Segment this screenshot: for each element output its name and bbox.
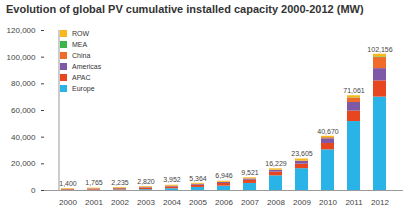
svg-text:2,820: 2,820 — [137, 178, 155, 185]
html-text:Evolution of global PV cumulat: Evolution of global PV cumulative instal… — [6, 3, 364, 15]
svg-text:2012: 2012 — [371, 198, 389, 207]
svg-text:2004: 2004 — [163, 198, 181, 207]
svg-text:6,946: 6,946 — [215, 172, 233, 179]
svg-text:40,670: 40,670 — [317, 128, 339, 135]
svg-text:2010: 2010 — [319, 198, 337, 207]
svg-text:9,521: 9,521 — [241, 169, 259, 176]
svg-text:102,156: 102,156 — [367, 46, 392, 53]
svg-text:1,400: 1,400 — [59, 180, 77, 187]
svg-text:2009: 2009 — [293, 198, 311, 207]
svg-text:1,765: 1,765 — [85, 179, 103, 186]
svg-text:100,000: 100,000 — [7, 53, 36, 62]
svg-text:20,000: 20,000 — [11, 159, 36, 168]
svg-text:23,605: 23,605 — [291, 150, 313, 157]
svg-text:120,000: 120,000 — [7, 26, 36, 35]
svg-text:2005: 2005 — [189, 198, 207, 207]
svg-text:40,000: 40,000 — [11, 133, 36, 142]
svg-text:16,229: 16,229 — [265, 160, 287, 167]
svg-text:2008: 2008 — [267, 198, 285, 207]
svg-text:2011: 2011 — [345, 198, 363, 207]
svg-text:60,000: 60,000 — [11, 106, 36, 115]
svg-text:2001: 2001 — [85, 198, 103, 207]
html-text:MEA: MEA — [72, 41, 88, 48]
html-text:Americas: Americas — [72, 63, 102, 70]
svg-text:2006: 2006 — [215, 198, 233, 207]
svg-text:2002: 2002 — [111, 198, 129, 207]
svg-text:71,061: 71,061 — [343, 87, 365, 94]
svg-text:2,235: 2,235 — [111, 179, 129, 186]
html-text:Europe: Europe — [72, 85, 95, 92]
svg-text:5,364: 5,364 — [189, 175, 207, 182]
svg-text:2003: 2003 — [137, 198, 155, 207]
svg-text:80,000: 80,000 — [11, 79, 36, 88]
svg-text:2007: 2007 — [241, 198, 259, 207]
html-text:APAC: APAC — [72, 74, 91, 81]
html-text:ROW: ROW — [72, 30, 90, 37]
html-text:China: China — [72, 52, 91, 59]
svg-text:2000: 2000 — [59, 198, 77, 207]
svg-text:3,952: 3,952 — [163, 176, 181, 183]
svg-text:0: 0 — [31, 186, 36, 195]
